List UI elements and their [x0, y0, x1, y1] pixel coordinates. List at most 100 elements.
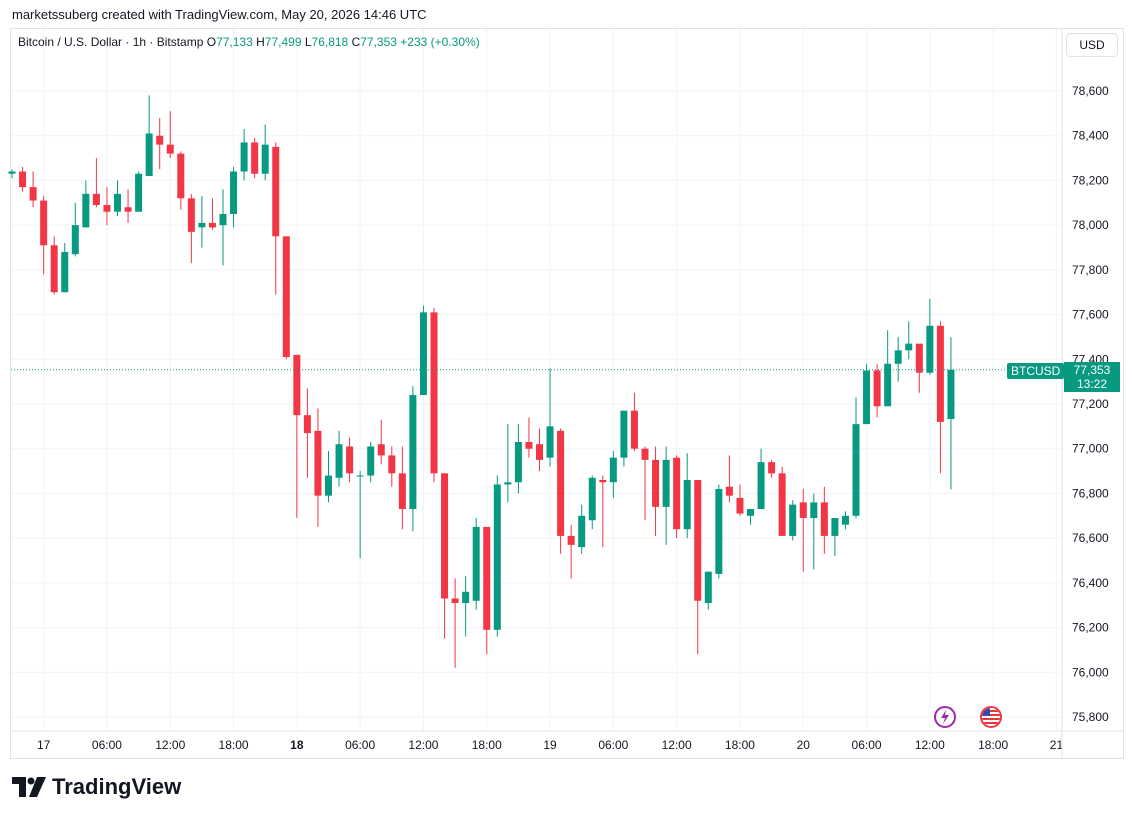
- candle-body: [451, 598, 459, 603]
- candle-body: [725, 486, 733, 496]
- candle-body: [71, 225, 79, 255]
- candle-body: [346, 446, 354, 474]
- candle-body: [820, 502, 828, 536]
- y-tick-label: 77,600: [1072, 308, 1109, 322]
- candle-body: [683, 480, 691, 530]
- candle-body: [841, 515, 849, 525]
- x-tick-label: 18:00: [978, 738, 1008, 752]
- candle-body: [894, 350, 902, 364]
- x-tick-label: 18:00: [219, 738, 249, 752]
- candle-body: [641, 448, 649, 460]
- last-price-value: 77,353: [1073, 363, 1111, 377]
- chart-created-caption: marketssuberg created with TradingView.c…: [12, 7, 427, 22]
- brand-name: TradingView: [52, 774, 182, 799]
- candle-body: [493, 484, 501, 630]
- candle-body: [472, 526, 480, 601]
- candle-body: [251, 142, 259, 174]
- x-tick-label: 18:00: [472, 738, 502, 752]
- y-tick-label: 75,800: [1072, 710, 1109, 724]
- candle-body: [810, 502, 818, 519]
- candle-body: [609, 457, 617, 483]
- candle-body: [419, 312, 427, 396]
- candle-body: [831, 518, 839, 536]
- legend-close-value: 77,353: [360, 35, 397, 49]
- lightning-icon: [941, 710, 949, 724]
- symbol-price-tag: BTCUSD: [1007, 363, 1065, 379]
- x-tick-label: 12:00: [915, 738, 945, 752]
- candle-body: [567, 535, 575, 545]
- candle-body: [293, 354, 301, 416]
- y-tick-label: 78,200: [1072, 173, 1109, 187]
- lightning-event-icon[interactable]: [934, 706, 956, 728]
- candle-body: [747, 509, 754, 516]
- candle-body: [673, 457, 681, 530]
- y-tick-label: 76,400: [1072, 576, 1109, 590]
- legend-low-value: 76,818: [311, 35, 349, 49]
- legend-symbol[interactable]: Bitcoin / U.S. Dollar · 1h · Bitstamp: [18, 35, 204, 49]
- tradingview-brand[interactable]: TradingView: [12, 774, 181, 800]
- last-price-tag: 77,353 13:22: [1064, 362, 1120, 392]
- candle-body: [166, 144, 174, 154]
- currency-selector[interactable]: USD: [1066, 33, 1118, 57]
- x-tick-label: 06:00: [92, 738, 122, 752]
- tradingview-logo-icon: [12, 777, 46, 797]
- us-flag-icon: [982, 708, 1000, 726]
- candle-body: [124, 207, 132, 212]
- y-tick-label: 78,000: [1072, 218, 1109, 232]
- candle-body: [187, 198, 195, 232]
- candle-body: [546, 426, 554, 458]
- x-tick-label: 12:00: [662, 738, 692, 752]
- candle-body: [462, 591, 470, 603]
- candle-body: [50, 245, 58, 293]
- candle-body: [409, 395, 417, 510]
- legend-high-label: H: [256, 35, 265, 49]
- candle-body: [557, 430, 565, 536]
- candle-body: [441, 473, 449, 599]
- candle-body: [926, 325, 934, 373]
- us-flag-event-icon[interactable]: [980, 706, 1002, 728]
- candle-body: [483, 526, 491, 630]
- candle-body: [208, 222, 216, 228]
- legend-open-label: O: [206, 35, 217, 49]
- x-tick-label: 21: [1050, 738, 1064, 752]
- x-tick-label: 17: [37, 738, 51, 752]
- candle-body: [114, 193, 121, 212]
- y-tick-label: 76,800: [1072, 486, 1109, 500]
- candle-body: [198, 222, 206, 228]
- candle-body: [145, 133, 153, 176]
- candle-body: [388, 455, 396, 474]
- candle-body: [588, 477, 596, 521]
- candle-body: [156, 135, 164, 145]
- candle-body: [799, 502, 807, 519]
- candle-body: [852, 424, 860, 516]
- candle-body: [757, 462, 765, 510]
- candle-body: [736, 497, 744, 514]
- candle-body: [335, 444, 343, 478]
- candle-body: [92, 193, 100, 206]
- x-tick-label: 12:00: [408, 738, 438, 752]
- candle-body: [398, 473, 406, 510]
- candle-body: [240, 142, 248, 172]
- candle-body: [536, 444, 543, 460]
- candle-body: [620, 410, 628, 458]
- y-tick-label: 76,000: [1072, 665, 1109, 679]
- chart-frame[interactable]: [10, 28, 1124, 759]
- candle-body: [29, 187, 37, 201]
- candle-body: [768, 462, 776, 474]
- candle-body: [40, 200, 48, 246]
- candle-body: [715, 488, 723, 574]
- candle-body: [578, 515, 586, 548]
- legend-low-label: L: [304, 35, 312, 49]
- candle-body: [19, 171, 27, 188]
- candle-body: [525, 442, 533, 449]
- candle-body: [863, 370, 871, 425]
- candle-body: [514, 442, 522, 483]
- x-tick-label: 19: [543, 738, 557, 752]
- candle-body: [778, 473, 786, 536]
- candle-body: [947, 369, 955, 419]
- candle-body: [219, 213, 227, 226]
- legend-open-value: 77,133: [216, 35, 253, 49]
- candle-body: [504, 482, 512, 485]
- bar-countdown: 13:22: [1076, 377, 1108, 391]
